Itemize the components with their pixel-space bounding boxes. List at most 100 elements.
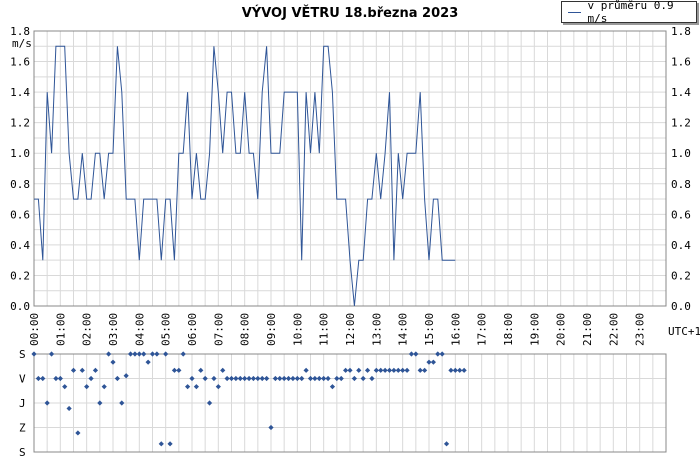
x-tick-label: 02:00	[81, 313, 94, 346]
direction-point	[44, 400, 50, 406]
direction-point	[136, 351, 142, 357]
direction-point	[211, 375, 217, 382]
wind-speed-series	[34, 45, 456, 307]
direction-point	[132, 351, 138, 357]
direction-point	[303, 367, 309, 373]
direction-point	[189, 375, 195, 382]
direction-point	[255, 375, 261, 382]
direction-point	[233, 375, 239, 382]
legend: v průměru 0.9 m/s	[561, 0, 697, 25]
y-tick-label-right: 0.4	[671, 239, 691, 252]
direction-point	[106, 351, 112, 357]
x-tick-label: 13:00	[370, 313, 383, 346]
x-tick-label: 00:00	[28, 313, 41, 346]
direction-point	[417, 367, 423, 373]
direction-point	[452, 367, 458, 373]
direction-point	[158, 441, 164, 447]
x-tick-label: 10:00	[291, 313, 304, 346]
chart-title: VÝVOJ VĚTRU 18.března 2023	[242, 5, 459, 21]
direction-point	[382, 367, 388, 373]
direction-point	[422, 367, 428, 373]
direction-point	[167, 441, 173, 447]
direction-point	[408, 351, 415, 357]
x-tick-label: 04:00	[133, 313, 146, 346]
direction-point	[62, 384, 68, 390]
x-tick-label: 01:00	[54, 313, 67, 346]
x-unit-label: UTC+1	[668, 325, 700, 338]
direction-tick-label: V	[19, 373, 26, 386]
direction-point	[294, 375, 300, 382]
y-tick-label-left: 1.8	[10, 25, 30, 38]
direction-point	[127, 351, 134, 357]
direction-point	[66, 405, 72, 412]
direction-point	[290, 375, 296, 382]
direction-plot-frame	[33, 353, 667, 453]
direction-point	[88, 375, 94, 382]
x-tick-label: 17:00	[476, 313, 489, 346]
y-tick-label-left: 0.8	[10, 178, 30, 191]
direction-tick-label: S	[19, 348, 26, 361]
direction-point	[373, 367, 379, 373]
y-tick-label-left: 0.2	[10, 269, 30, 282]
y-tick-label-right: 1.0	[671, 147, 691, 160]
time-ticks: 00:00 01:00 02:00 03:00 04:00 05:00 06:00 07:00…	[28, 313, 647, 346]
direction-point	[180, 351, 186, 357]
direction-point	[40, 375, 46, 382]
y-unit-label: m/s	[12, 37, 32, 50]
direction-point	[439, 351, 445, 357]
y-tick-label-right: 1.8	[671, 25, 691, 38]
legend-line-icon	[568, 11, 582, 13]
direction-point	[281, 375, 287, 382]
direction-point	[250, 375, 257, 382]
direction-point	[163, 351, 169, 357]
direction-tick-label: Z	[19, 422, 26, 435]
direction-point	[202, 375, 208, 382]
direction-point	[391, 367, 397, 373]
direction-point	[246, 375, 252, 382]
direction-point	[101, 384, 107, 390]
direction-point	[123, 373, 129, 379]
direction-point	[264, 375, 270, 382]
direction-point	[53, 375, 59, 382]
direction-point	[404, 367, 410, 373]
direction-point	[334, 375, 340, 382]
direction-point	[272, 375, 278, 382]
y-tick-label-right: 1.2	[671, 117, 691, 130]
direction-point	[48, 351, 55, 357]
y-tick-label-right: 1.4	[671, 86, 691, 99]
direction-point	[70, 367, 77, 373]
direction-point	[400, 367, 406, 373]
y-tick-label-left: 1.6	[10, 56, 30, 69]
direction-point	[268, 424, 274, 431]
direction-point	[299, 375, 305, 382]
direction-point	[84, 384, 90, 390]
direction-point	[31, 351, 37, 357]
direction-point	[79, 367, 85, 373]
y-tick-label-right: 0.8	[671, 178, 691, 191]
direction-point	[92, 367, 99, 373]
x-tick-label: 03:00	[107, 313, 120, 346]
direction-point	[97, 400, 103, 406]
direction-point	[312, 375, 318, 382]
direction-point	[35, 375, 41, 382]
direction-point	[325, 375, 331, 382]
direction-point	[443, 441, 450, 447]
direction-tick-label: S	[19, 446, 26, 459]
direction-point	[114, 375, 120, 382]
x-tick-label: 20:00	[555, 313, 568, 346]
y-tick-label-left: 0.0	[10, 300, 30, 313]
x-tick-label: 16:00	[449, 313, 462, 346]
direction-point	[321, 375, 327, 382]
direction-point	[110, 359, 116, 365]
x-tick-label: 14:00	[397, 313, 410, 346]
x-tick-label: 22:00	[607, 313, 620, 346]
x-tick-label: 21:00	[581, 313, 594, 346]
wind-direction-series	[31, 351, 467, 447]
y-tick-label-left: 1.2	[10, 117, 30, 130]
direction-point	[285, 375, 292, 382]
legend-label: v průměru 0.9 m/s	[587, 0, 674, 25]
direction-point	[154, 351, 160, 357]
direction-point	[386, 367, 393, 373]
direction-point	[395, 367, 401, 373]
